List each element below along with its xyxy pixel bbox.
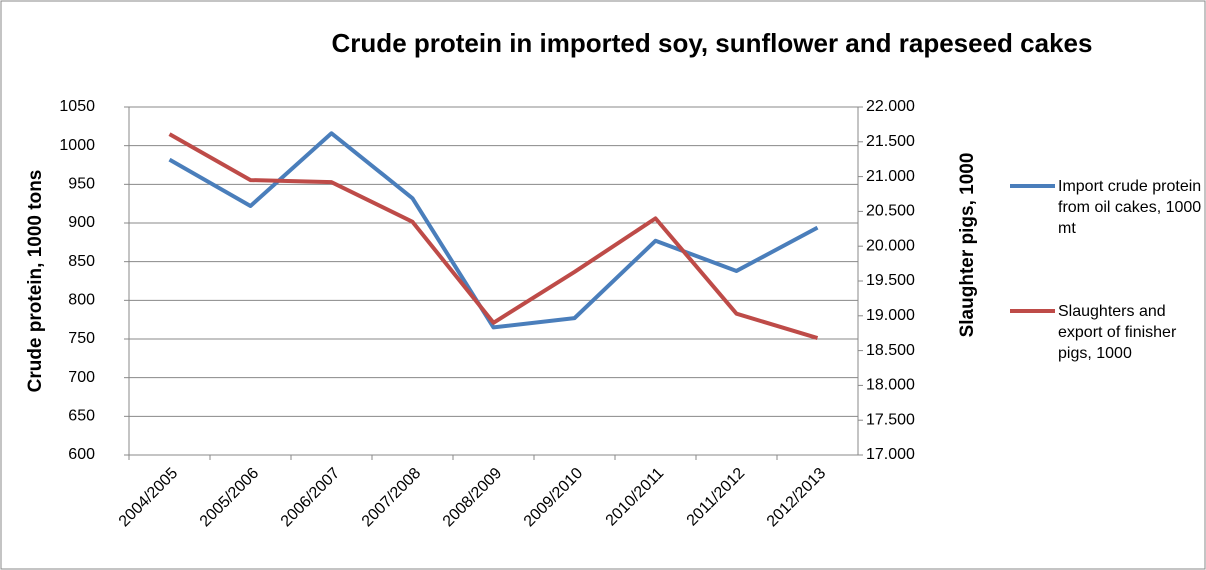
x-tick-label: 2004/2005 — [116, 465, 182, 531]
y2-tick-label: 20.500 — [866, 203, 915, 220]
y2-tick-label: 21.500 — [866, 133, 915, 150]
legend-label: Slaughters and export of finisher pigs, … — [1058, 303, 1177, 362]
y-tick-label: 600 — [68, 446, 95, 463]
y-tick-label: 650 — [68, 408, 95, 425]
x-tick-label: 2010/2011 — [603, 465, 668, 530]
y-tick-label: 1000 — [59, 137, 95, 154]
y-tick-label: 850 — [68, 253, 95, 270]
series-line — [168, 132, 819, 340]
x-tick-label: 2008/2009 — [440, 465, 506, 531]
x-tick-label: 2005/2006 — [197, 465, 263, 531]
y-tick-label: 750 — [68, 330, 95, 347]
y2-tick-label: 18.500 — [866, 342, 915, 359]
y2-tick-label: 17.500 — [866, 411, 915, 428]
x-tick-label: 2006/2007 — [278, 465, 344, 531]
y-tick-label: 1050 — [59, 98, 95, 115]
x-tick-label: 2009/2010 — [521, 465, 587, 531]
y-tick-label: 800 — [68, 292, 95, 309]
x-tick-label: 2012/2013 — [764, 465, 830, 531]
y-tick-label: 900 — [68, 214, 95, 231]
y2-tick-label: 18.000 — [866, 377, 915, 394]
y-tick-label: 950 — [68, 176, 95, 193]
chart-title: Crude protein in imported soy, sunflower… — [332, 28, 1093, 58]
legend-label: Import crude protein from oil cakes, 100… — [1058, 178, 1202, 237]
y2-axis-title: Slaughter pigs, 1000 — [957, 153, 978, 338]
series-line — [168, 131, 819, 330]
y-tick-label: 700 — [68, 369, 95, 386]
x-tick-label: 2007/2008 — [359, 465, 425, 531]
y-axis-title: Crude protein, 1000 tons — [25, 170, 46, 393]
y2-tick-label: 21.000 — [866, 168, 915, 185]
y2-tick-label: 17.000 — [866, 446, 915, 463]
x-tick-label: 2011/2012 — [684, 465, 749, 530]
y2-tick-label: 20.000 — [866, 237, 915, 254]
y2-tick-label: 19.500 — [866, 272, 915, 289]
y2-tick-label: 22.000 — [866, 98, 915, 115]
y2-tick-label: 19.000 — [866, 307, 915, 324]
